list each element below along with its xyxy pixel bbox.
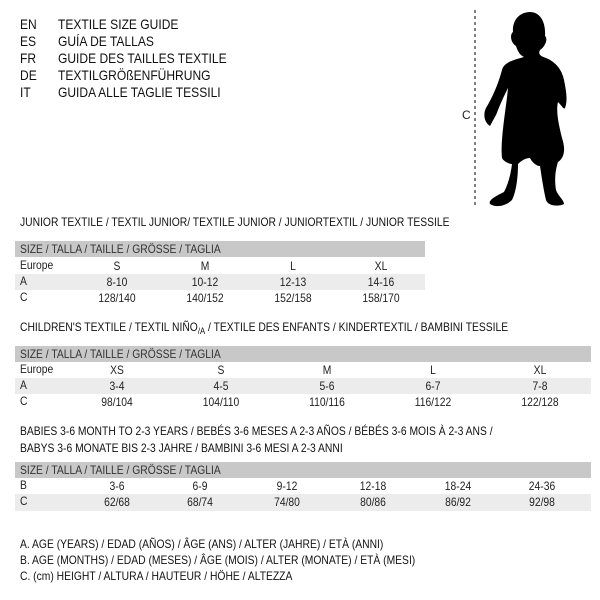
lang-title: TEXTILGRÖßENFÜHRUNG <box>58 67 211 83</box>
title-subscript: /A <box>197 326 206 336</box>
row-label: C <box>20 290 28 304</box>
lang-title: TEXTILE SIZE GUIDE <box>58 16 179 32</box>
cell: XS <box>110 363 124 377</box>
cell: L <box>290 259 296 273</box>
cell: 12-18 <box>359 479 387 493</box>
cell: 24-36 <box>528 479 556 493</box>
row-label: C <box>20 494 28 508</box>
cell: 14-16 <box>367 275 395 289</box>
lang-title: GUIDE DES TAILLES TEXTILE <box>58 50 227 66</box>
title-part: / TEXTILE DES ENFANTS / KINDERTEXTIL / B… <box>205 320 509 334</box>
table-row: Europe S M L XL <box>15 258 425 274</box>
cell: 104/110 <box>202 395 240 409</box>
row-label: A <box>20 274 27 288</box>
cell: 68/74 <box>187 495 213 509</box>
children-section-title: CHILDREN'S TEXTILE / TEXTIL NIÑO/A / TEX… <box>20 320 508 336</box>
lang-code: IT <box>20 84 31 100</box>
table-row: C 98/104 104/110 110/116 116/122 122/128 <box>15 394 591 410</box>
cell: 74/80 <box>274 495 300 509</box>
cell: 3-6 <box>109 479 125 493</box>
cell: 8-10 <box>106 275 128 289</box>
cell: 5-6 <box>319 379 335 393</box>
table-row: A 3-4 4-5 5-6 6-7 7-8 <box>15 378 591 394</box>
cell: 6-9 <box>192 479 208 493</box>
legend-item: A. AGE (YEARS) / EDAD (AÑOS) / ÂGE (ANS)… <box>20 537 384 551</box>
header-label: SIZE / TALLA / TAILLE / GRÖSSE / TAGLIA <box>20 242 221 256</box>
row-label: C <box>20 394 28 408</box>
lang-code: ES <box>20 33 37 49</box>
cell: 116/122 <box>414 395 452 409</box>
cell: 3-4 <box>109 379 125 393</box>
cell: L <box>430 363 436 377</box>
cell: 80/86 <box>360 495 386 509</box>
table-header: SIZE / TALLA / TAILLE / GRÖSSE / TAGLIA <box>15 241 425 257</box>
cell: 18-24 <box>444 479 472 493</box>
table-row: A 8-10 10-12 12-13 14-16 <box>15 274 425 290</box>
cell: 10-12 <box>191 275 219 289</box>
lang-code: FR <box>20 50 37 66</box>
table-header: SIZE / TALLA / TAILLE / GRÖSSE / TAGLIA <box>15 462 591 478</box>
legend-item: C. (cm) HEIGHT / ALTURA / HAUTEUR / HÖHE… <box>20 569 293 583</box>
cell: 140/152 <box>186 291 224 305</box>
cell: M <box>200 259 210 273</box>
cell: 92/98 <box>529 495 555 509</box>
cell: 152/158 <box>274 291 312 305</box>
lang-code: EN <box>20 16 37 32</box>
child-silhouette-figure: C <box>462 10 567 207</box>
cell: 110/116 <box>309 395 345 409</box>
table-row: C 128/140 140/152 152/158 158/170 <box>15 290 425 306</box>
cell: 12-13 <box>279 275 307 289</box>
row-label: A <box>20 378 27 392</box>
cell: 86/92 <box>445 495 471 509</box>
height-label: C <box>462 108 471 122</box>
cell: S <box>113 259 121 273</box>
cell: 6-7 <box>425 379 441 393</box>
lang-title: GUIDA ALLE TAGLIE TESSILI <box>58 84 221 100</box>
cell: XL <box>374 259 388 273</box>
cell: 4-5 <box>213 379 229 393</box>
header-label: SIZE / TALLA / TAILLE / GRÖSSE / TAGLIA <box>20 347 221 361</box>
header-label: SIZE / TALLA / TAILLE / GRÖSSE / TAGLIA <box>20 463 221 477</box>
cell: 122/128 <box>521 395 559 409</box>
cell: 9-12 <box>276 479 298 493</box>
cell: 128/140 <box>98 291 136 305</box>
legend-item: B. AGE (MONTHS) / EDAD (MESES) / ÂGE (MO… <box>20 553 416 567</box>
lang-code: DE <box>20 67 37 83</box>
row-label: Europe <box>20 258 54 272</box>
table-row: B 3-6 6-9 9-12 12-18 18-24 24-36 <box>15 478 591 494</box>
table-row: Europe XS S M L XL <box>15 362 591 378</box>
cell: M <box>322 363 332 377</box>
row-label: Europe <box>20 362 54 376</box>
cell: 7-8 <box>532 379 548 393</box>
cell: 158/170 <box>362 291 400 305</box>
title-part: CHILDREN'S TEXTILE / TEXTIL NIÑO <box>20 320 198 334</box>
babies-section-title-line2: BABYS 3-6 MONATE BIS 2-3 JAHRE / BAMBINI… <box>20 441 343 455</box>
row-label: B <box>20 478 27 492</box>
cell: 62/68 <box>104 495 130 509</box>
lang-title: GUÍA DE TALLAS <box>58 33 154 49</box>
table-header: SIZE / TALLA / TAILLE / GRÖSSE / TAGLIA <box>15 346 591 362</box>
junior-section-title: JUNIOR TEXTILE / TEXTIL JUNIOR/ TEXTILE … <box>20 215 450 229</box>
table-row: C 62/68 68/74 74/80 80/86 86/92 92/98 <box>15 494 591 511</box>
babies-section-title-line1: BABIES 3-6 MONTH TO 2-3 YEARS / BEBÉS 3-… <box>20 424 493 438</box>
cell: XL <box>533 363 547 377</box>
child-silhouette <box>484 12 567 207</box>
cell: S <box>217 363 225 377</box>
cell: 98/104 <box>101 395 133 409</box>
